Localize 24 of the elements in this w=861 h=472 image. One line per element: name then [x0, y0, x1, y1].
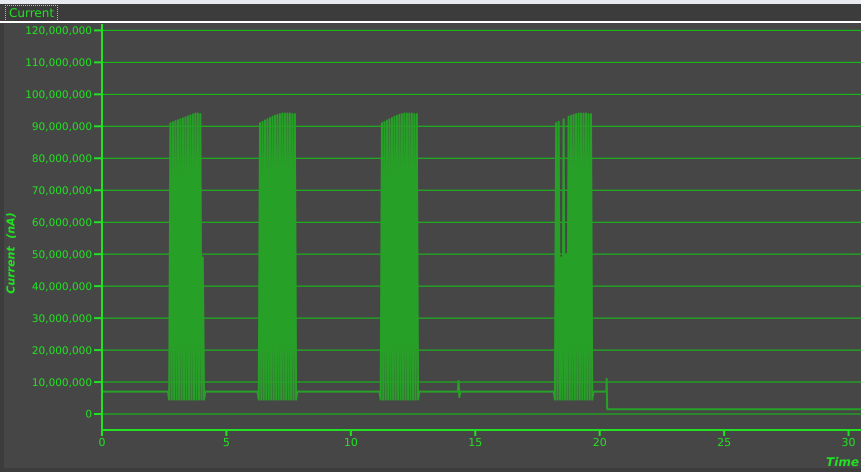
x-tick-label: 0	[98, 436, 106, 449]
y-axis-title: Current (nA)	[4, 212, 18, 294]
y-tick-label: 60,000,000	[32, 216, 92, 229]
x-tick-label: 15	[468, 436, 482, 449]
y-tick-label: 10,000,000	[32, 376, 92, 389]
y-tick-label: 40,000,000	[32, 280, 92, 293]
line-series	[102, 112, 861, 410]
y-tick-label: 0	[85, 408, 92, 421]
y-tick-label: 20,000,000	[32, 344, 92, 357]
y-tick-label: 90,000,000	[32, 121, 92, 134]
y-tick-label: 70,000,000	[32, 184, 92, 197]
y-tick-label: 30,000,000	[32, 312, 92, 325]
y-tick-label: 110,000,000	[25, 57, 92, 70]
x-axis-title: Time	[826, 455, 859, 469]
chart-title: Current	[5, 5, 58, 22]
x-tick-label: 5	[222, 436, 230, 449]
y-tick-label: 50,000,000	[32, 248, 92, 261]
x-tick-label: 30	[842, 436, 856, 449]
x-tick-label: 10	[344, 436, 358, 449]
y-tick-label: 100,000,000	[25, 89, 92, 102]
y-tick-label: 80,000,000	[32, 152, 92, 165]
x-tick-label: 20	[592, 436, 607, 449]
y-tick-label: 120,000,000	[25, 25, 92, 38]
x-tick-label: 25	[717, 436, 732, 449]
